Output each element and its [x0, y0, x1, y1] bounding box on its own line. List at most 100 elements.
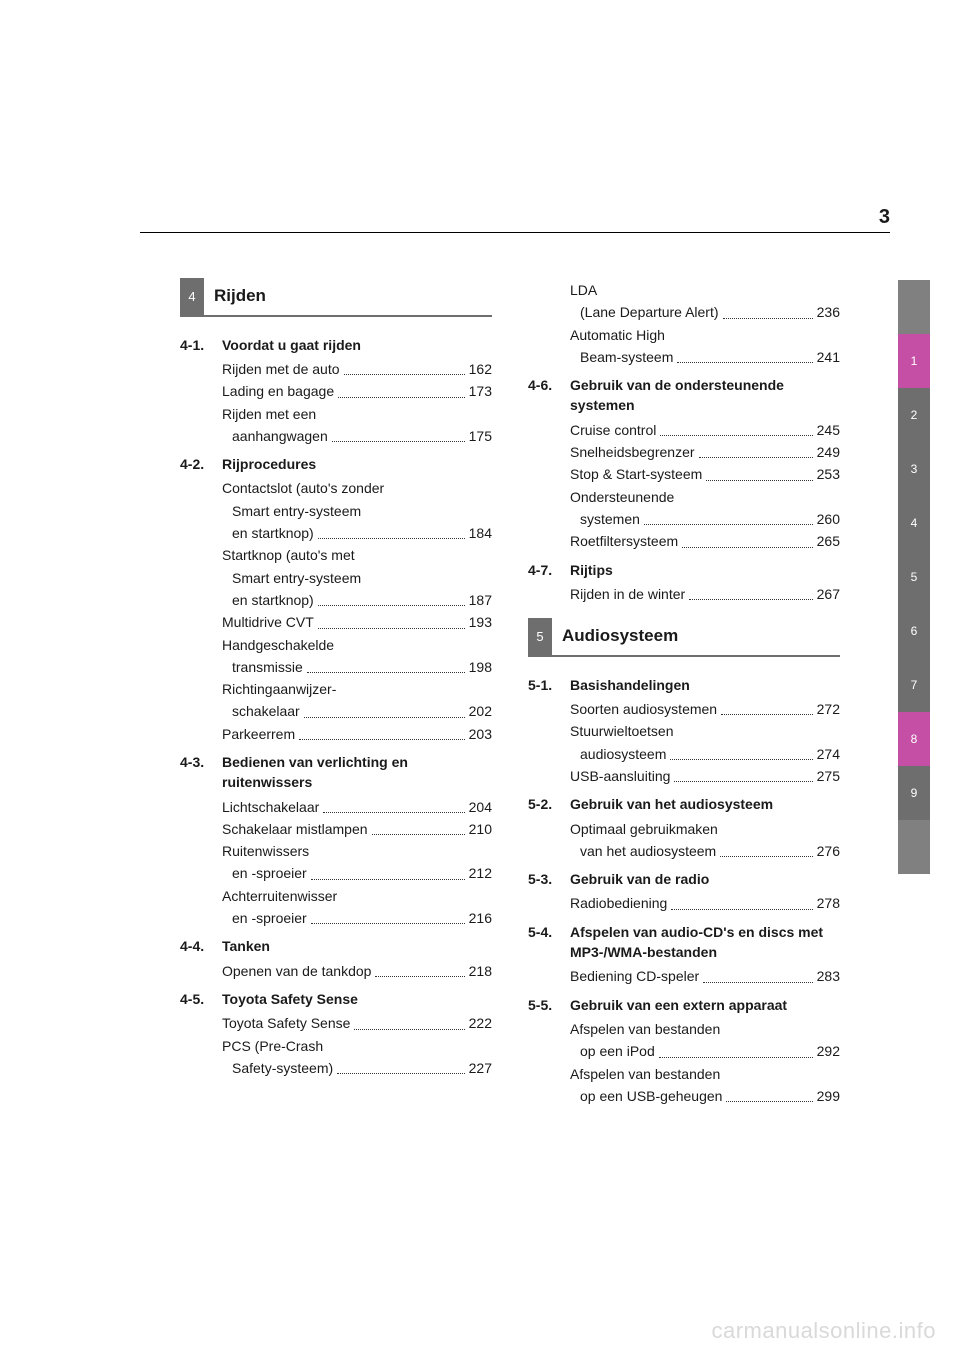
toc-entry-cont[interactable]: Beam-systeem241 — [570, 347, 840, 367]
toc-entry[interactable]: Afspelen van bestanden — [570, 1019, 840, 1039]
toc-entry-cont[interactable]: aanhangwagen175 — [222, 426, 492, 446]
toc-entry[interactable]: Soorten audiosystemen272 — [570, 699, 840, 719]
leader-dots — [723, 318, 813, 319]
side-tab[interactable]: 4 — [898, 496, 930, 550]
entry-page: 198 — [469, 657, 492, 677]
section-title: Voordat u gaat rijden — [222, 335, 492, 355]
side-tab[interactable] — [898, 820, 930, 874]
entry-page: 260 — [817, 509, 840, 529]
toc-entry-cont[interactable]: schakelaar202 — [222, 701, 492, 721]
toc-entry-cont[interactable]: en startknop)184 — [222, 523, 492, 543]
side-tab[interactable]: 3 — [898, 442, 930, 496]
entry-page: 204 — [469, 797, 492, 817]
toc-entry[interactable]: Ondersteunende — [570, 487, 840, 507]
toc-entry-cont[interactable]: en -sproeier212 — [222, 863, 492, 883]
toc-entry-cont[interactable]: Smart entry-systeem — [222, 568, 492, 588]
section-heading: 5-5. Gebruik van een extern apparaat — [528, 995, 840, 1015]
side-tab[interactable]: 9 — [898, 766, 930, 820]
toc-entry[interactable]: Rijden in de winter267 — [570, 584, 840, 604]
toc-entry-cont[interactable]: en startknop)187 — [222, 590, 492, 610]
toc-entry[interactable]: Rijden met een — [222, 404, 492, 424]
toc-entry[interactable]: LDA — [570, 280, 840, 300]
section-heading: 5-4. Afspelen van audio-CD's en discs me… — [528, 922, 840, 963]
section-number: 4-6. — [528, 375, 562, 416]
toc-section: 4-3. Bedienen van verlichting en ruitenw… — [180, 752, 492, 928]
entry-page: 193 — [469, 612, 492, 632]
toc-entry-cont[interactable]: audiosysteem274 — [570, 744, 840, 764]
entry-label: Ruitenwissers — [222, 841, 309, 861]
toc-entry[interactable]: Ruitenwissers — [222, 841, 492, 861]
side-tabs: 123456789 — [898, 280, 930, 874]
toc-entry[interactable]: Automatic High — [570, 325, 840, 345]
entry-label-cont: Smart entry-systeem — [232, 568, 361, 588]
toc-entry[interactable]: Stuurwieltoetsen — [570, 721, 840, 741]
toc-entry[interactable]: Toyota Safety Sense222 — [222, 1013, 492, 1033]
toc-entry-cont[interactable]: op een USB-geheugen299 — [570, 1086, 840, 1106]
entry-label: Afspelen van bestanden — [570, 1064, 720, 1084]
toc-entry[interactable]: Cruise control245 — [570, 420, 840, 440]
leader-dots — [372, 834, 465, 835]
section-heading: 4-4. Tanken — [180, 936, 492, 956]
leader-dots — [720, 856, 812, 857]
leader-dots — [706, 480, 812, 481]
toc-entry[interactable]: Openen van de tankdop218 — [222, 961, 492, 981]
toc-section: 4-4. Tanken Openen van de tankdop218 — [180, 936, 492, 981]
toc-entry-cont[interactable]: Safety-systeem)227 — [222, 1058, 492, 1078]
toc-section: 5-3. Gebruik van de radio Radiobediening… — [528, 869, 840, 914]
toc-entry[interactable]: Snelheidsbegrenzer249 — [570, 442, 840, 462]
toc-entry[interactable]: Optimaal gebruikmaken — [570, 819, 840, 839]
toc-section: 4-2. Rijprocedures Contactslot (auto's z… — [180, 454, 492, 744]
toc-entry-cont[interactable]: systemen260 — [570, 509, 840, 529]
toc-entry[interactable]: Achterruitenwisser — [222, 886, 492, 906]
toc-entry[interactable]: Afspelen van bestanden — [570, 1064, 840, 1084]
toc-entry[interactable]: Startknop (auto's met — [222, 545, 492, 565]
right-column: LDA(Lane Departure Alert)236 Automatic Hi… — [528, 278, 840, 1108]
toc-entry-cont[interactable]: Smart entry-systeem — [222, 501, 492, 521]
toc-entry[interactable]: Stop & Start-systeem253 — [570, 464, 840, 484]
toc-entry[interactable]: Handgeschakelde — [222, 635, 492, 655]
side-tab[interactable] — [898, 280, 930, 334]
section-title: Rijprocedures — [222, 454, 492, 474]
toc-entry-cont[interactable]: en -sproeier216 — [222, 908, 492, 928]
side-tab[interactable]: 6 — [898, 604, 930, 658]
toc-entry-cont[interactable]: transmissie198 — [222, 657, 492, 677]
toc-section: 4-7. Rijtips Rijden in de winter267 — [528, 560, 840, 605]
toc-entry[interactable]: Roetfiltersysteem265 — [570, 531, 840, 551]
leader-dots — [671, 909, 812, 910]
entry-label: Optimaal gebruikmaken — [570, 819, 718, 839]
toc-entry[interactable]: Lichtschakelaar 204 — [222, 797, 492, 817]
leader-dots — [311, 923, 465, 924]
toc-entry[interactable]: Bediening CD-speler283 — [570, 966, 840, 986]
leader-dots — [703, 982, 812, 983]
toc-entry[interactable]: Multidrive CVT193 — [222, 612, 492, 632]
entry-label: Achterruitenwisser — [222, 886, 337, 906]
entry-page: 253 — [817, 464, 840, 484]
section-heading: 5-3. Gebruik van de radio — [528, 869, 840, 889]
side-tab[interactable]: 8 — [898, 712, 930, 766]
toc-entry[interactable]: Richtingaanwijzer- — [222, 679, 492, 699]
toc-entry[interactable]: USB-aansluiting275 — [570, 766, 840, 786]
entry-label-cont: van het audiosysteem — [580, 841, 716, 861]
section-title: Afspelen van audio-CD's en discs met MP3… — [570, 922, 840, 963]
side-tab[interactable]: 5 — [898, 550, 930, 604]
side-tab[interactable]: 1 — [898, 334, 930, 388]
toc-entry-cont[interactable]: van het audiosysteem276 — [570, 841, 840, 861]
toc-entry[interactable]: Schakelaar mistlampen210 — [222, 819, 492, 839]
entry-label: PCS (Pre-Crash — [222, 1036, 323, 1056]
section-number: 4-7. — [528, 560, 562, 580]
toc-entry-cont[interactable]: (Lane Departure Alert)236 — [570, 302, 840, 322]
entry-label: USB-aansluiting — [570, 766, 670, 786]
toc-entry[interactable]: Rijden met de auto162 — [222, 359, 492, 379]
toc-entry[interactable]: Lading en bagage173 — [222, 381, 492, 401]
entry-page: 249 — [817, 442, 840, 462]
toc-entry[interactable]: PCS (Pre-Crash — [222, 1036, 492, 1056]
toc-entry[interactable]: Radiobediening278 — [570, 893, 840, 913]
side-tab[interactable]: 7 — [898, 658, 930, 712]
side-tab[interactable]: 2 — [898, 388, 930, 442]
section-title: Toyota Safety Sense — [222, 989, 492, 1009]
entry-page: 241 — [817, 347, 840, 367]
toc-entry[interactable]: Parkeerrem203 — [222, 724, 492, 744]
toc-entry-cont[interactable]: op een iPod292 — [570, 1041, 840, 1061]
entry-label: Lichtschakelaar — [222, 797, 319, 817]
toc-entry[interactable]: Contactslot (auto's zonder — [222, 478, 492, 498]
